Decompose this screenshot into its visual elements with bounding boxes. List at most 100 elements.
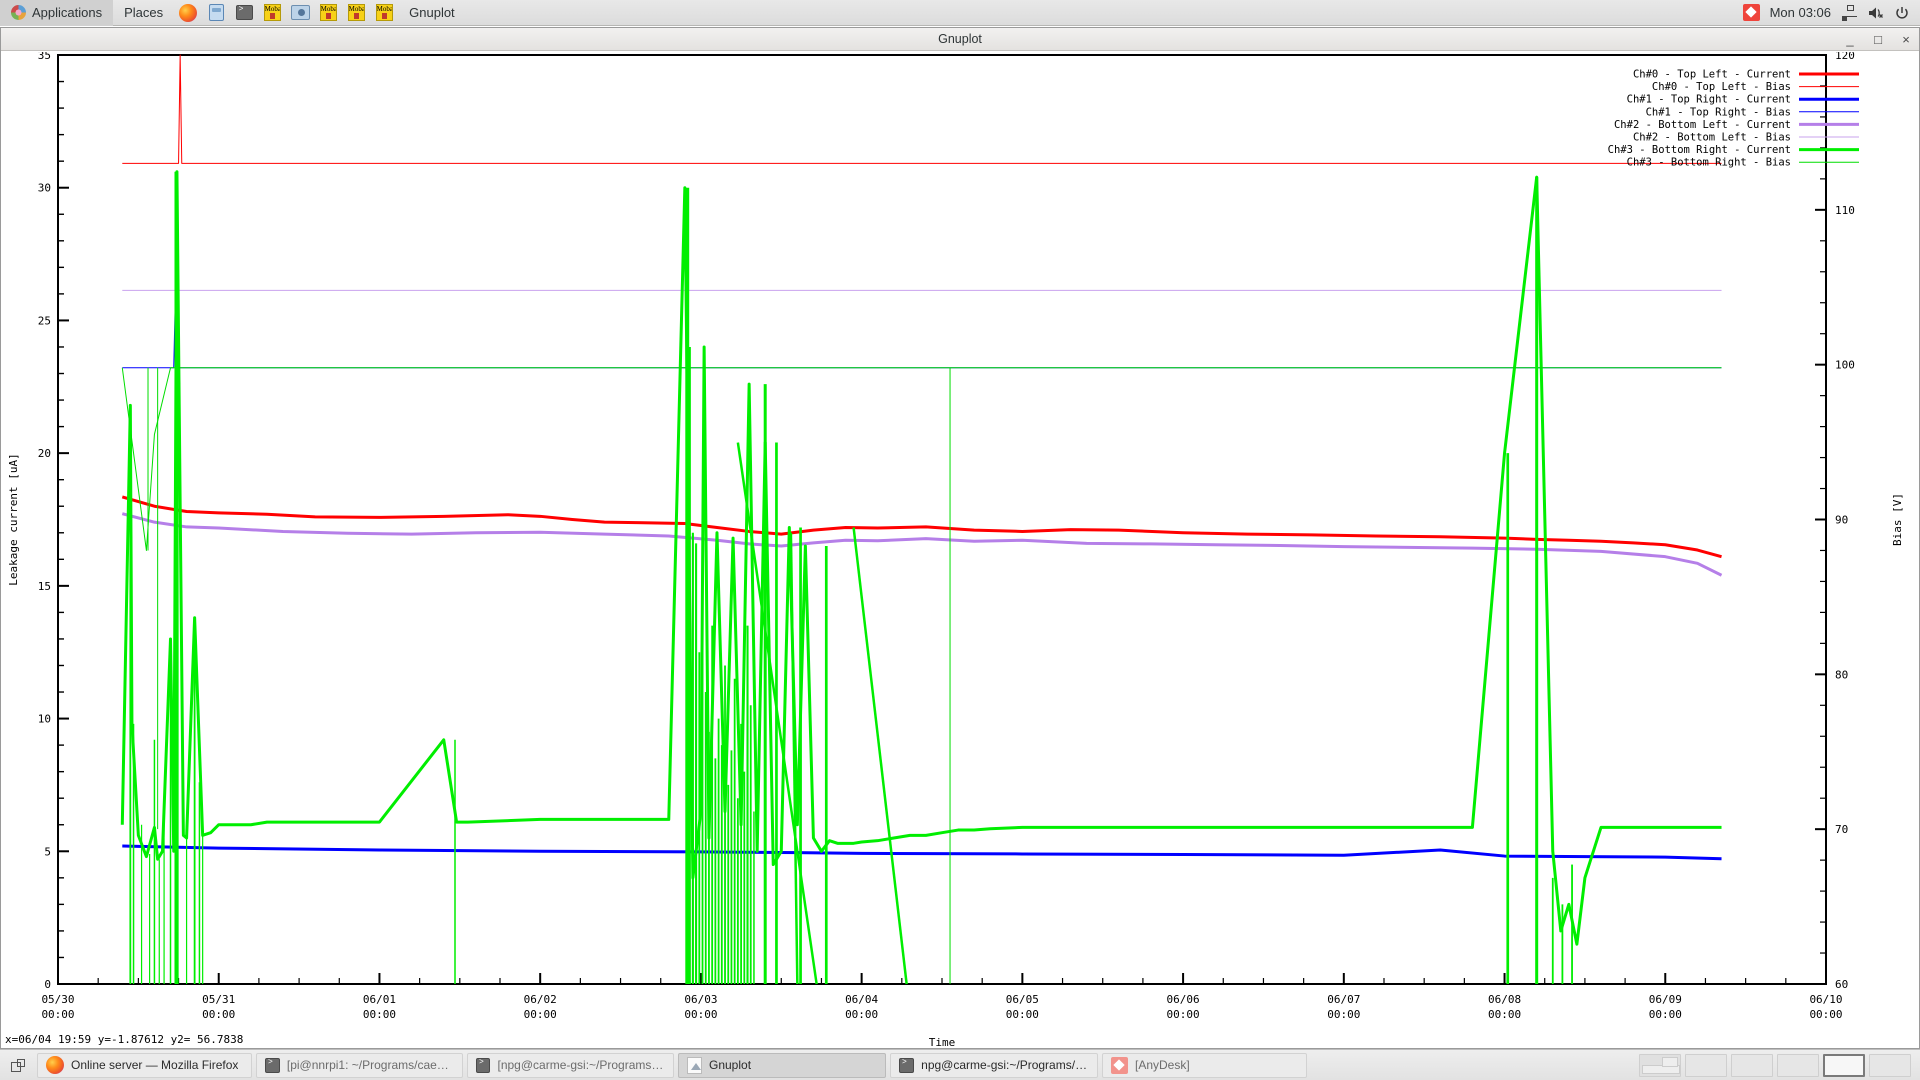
mobaxterm-launcher-1[interactable]: Moba xyxy=(258,0,286,26)
workspace-5[interactable] xyxy=(1823,1053,1865,1077)
places-menu-label: Places xyxy=(124,5,164,20)
clock[interactable]: Mon 03:06 xyxy=(1769,5,1831,20)
workspace-switcher xyxy=(1639,1053,1917,1077)
series-line-0 xyxy=(121,495,1722,559)
y-tick-label: 0 xyxy=(44,978,51,991)
taskbar-item-term-2[interactable]: [npg@carme-gsi:~/Programs/caenl…] xyxy=(467,1052,674,1078)
taskbar-item-anydesk[interactable]: [AnyDesk] xyxy=(1102,1052,1307,1078)
firefox-launcher[interactable] xyxy=(174,0,202,26)
anydesk-tray-icon[interactable] xyxy=(1742,4,1760,21)
series-line-1 xyxy=(122,54,1722,164)
places-menu[interactable]: Places xyxy=(113,0,174,26)
taskbar-item-term-1[interactable]: [pi@nnrpi1: ~/Programs/caenlogg…] xyxy=(256,1052,463,1078)
active-window-menu[interactable]: Gnuplot xyxy=(398,0,466,26)
close-button[interactable]: × xyxy=(1902,32,1910,47)
taskbar-item-label: npg@carme-gsi:~/Programs/CAR… xyxy=(921,1058,1089,1072)
workspace-4[interactable] xyxy=(1777,1053,1819,1077)
workspace-1[interactable] xyxy=(1639,1053,1681,1077)
plot-canvas[interactable]: 0 5 10 15 20 25 30 35 60 70 80 90 100 110 120 05/30 00:0… xyxy=(1,52,1919,1048)
terminal-icon xyxy=(476,1057,491,1073)
taskbar-item-gnuplot[interactable]: Gnuplot xyxy=(678,1052,886,1078)
x-tick-label: 06/10 xyxy=(1809,993,1842,1006)
x-tick-label: 00:00 xyxy=(845,1008,878,1021)
minimize-button[interactable]: _ xyxy=(1846,32,1854,47)
mobaxterm-icon-4: Moba xyxy=(375,4,393,21)
taskbar-item-label: [npg@carme-gsi:~/Programs/caenl…] xyxy=(497,1058,665,1072)
applications-menu-icon xyxy=(11,5,26,20)
legend-label-3: Ch#1 - Top Right - Bias xyxy=(1646,106,1791,118)
mobaxterm-launcher-2[interactable]: Moba xyxy=(314,0,342,26)
x-tick-label: 06/09 xyxy=(1649,993,1682,1006)
taskbar-item-label: Gnuplot xyxy=(709,1058,752,1072)
x-tick-label: 06/08 xyxy=(1488,993,1521,1006)
y2-tick-label: 110 xyxy=(1835,204,1855,217)
x-tick-label: 00:00 xyxy=(1167,1008,1200,1021)
window-titlebar[interactable]: Gnuplot _ □ × xyxy=(1,28,1919,51)
x-tick-label: 06/05 xyxy=(1006,993,1039,1006)
file-manager-icon xyxy=(208,4,224,21)
system-tray: Mon 03:06 xyxy=(1742,4,1920,21)
taskbar-item-label: [pi@nnrpi1: ~/Programs/caenlogg…] xyxy=(286,1058,454,1072)
y-axis-label: Leakage current [uA] xyxy=(7,453,20,585)
legend-label-5: Ch#2 - Bottom Left - Bias xyxy=(1633,132,1791,144)
taskbar-item-term-3[interactable]: npg@carme-gsi:~/Programs/CAR… xyxy=(890,1052,1098,1078)
gnuplot-window: Gnuplot _ □ × 0 5 10 15 20 25 30 35 60 70 80 90 100 1… xyxy=(0,27,1920,1049)
y-tick-label: 10 xyxy=(38,713,51,726)
x-tick-label: 00:00 xyxy=(1809,1008,1842,1021)
y-tick-label: 15 xyxy=(38,580,51,593)
series-line-7 xyxy=(121,367,1722,551)
x-tick-label: 06/01 xyxy=(363,993,396,1006)
y2-tick-label: 90 xyxy=(1835,514,1848,527)
y-tick-label: 25 xyxy=(38,314,51,327)
workspace-2[interactable] xyxy=(1685,1053,1727,1077)
plot-border xyxy=(57,54,1827,985)
series-line-6 xyxy=(120,170,1722,946)
network-icon[interactable] xyxy=(1841,4,1857,21)
y2-tick-label: 70 xyxy=(1835,823,1848,836)
show-desktop-icon xyxy=(11,1059,25,1072)
workspace-6[interactable] xyxy=(1869,1053,1911,1077)
applications-menu[interactable]: Applications xyxy=(0,0,114,26)
x-tick-label: 00:00 xyxy=(1006,1008,1039,1021)
x-tick-label: 00:00 xyxy=(524,1008,557,1021)
anydesk-icon xyxy=(1111,1056,1128,1074)
workspace-3[interactable] xyxy=(1731,1053,1773,1077)
x-tick-label: 00:00 xyxy=(1649,1008,1682,1021)
x-axis-label: Time xyxy=(929,1036,956,1048)
series-ramp-0 xyxy=(736,442,818,985)
legend-label-4: Ch#2 - Bottom Left - Current xyxy=(1614,119,1791,131)
y-tick-label: 5 xyxy=(44,845,51,858)
terminal-icon xyxy=(235,5,253,20)
file-manager-launcher[interactable] xyxy=(202,0,230,26)
gnuplot-figure: 0 5 10 15 20 25 30 35 60 70 80 90 100 110 120 05/30 00:0… xyxy=(7,52,1904,1048)
series-ramp-2 xyxy=(789,532,799,985)
y2-tick-label: 120 xyxy=(1835,52,1855,62)
maximize-button[interactable]: □ xyxy=(1874,32,1882,47)
taskbar: Online server — Mozilla Firefox [pi@nnrp… xyxy=(0,1049,1920,1080)
terminal-launcher[interactable] xyxy=(230,0,258,26)
y2-tick-label: 100 xyxy=(1835,359,1855,372)
screenshot-icon xyxy=(290,5,310,20)
volume-muted-icon[interactable] xyxy=(1867,5,1884,21)
firefox-icon xyxy=(46,1056,64,1074)
taskbar-item-firefox[interactable]: Online server — Mozilla Firefox xyxy=(37,1052,252,1078)
y2-tick-label: 80 xyxy=(1835,668,1848,681)
y2-tick-label: 60 xyxy=(1835,978,1848,991)
x-tick-label: 06/04 xyxy=(845,993,878,1006)
x-tick-label: 06/03 xyxy=(684,993,717,1006)
firefox-icon xyxy=(179,3,198,22)
screenshot-launcher[interactable] xyxy=(286,0,314,26)
y-tick-label: 30 xyxy=(38,182,51,195)
legend-label-0: Ch#0 - Top Left - Current xyxy=(1633,69,1791,81)
terminal-icon xyxy=(899,1057,915,1073)
power-icon[interactable] xyxy=(1894,5,1910,21)
mobaxterm-icon-2: Moba xyxy=(319,4,337,21)
x-tick-label: 00:00 xyxy=(41,1008,74,1021)
show-desktop-button[interactable] xyxy=(3,1053,33,1078)
mobaxterm-launcher-4[interactable]: Moba xyxy=(370,0,398,26)
series-line-5 xyxy=(122,224,1722,291)
active-window-label: Gnuplot xyxy=(409,5,455,20)
window-title: Gnuplot xyxy=(938,32,982,46)
mobaxterm-launcher-3[interactable]: Moba xyxy=(342,0,370,26)
y-tick-label: 35 xyxy=(38,52,51,62)
